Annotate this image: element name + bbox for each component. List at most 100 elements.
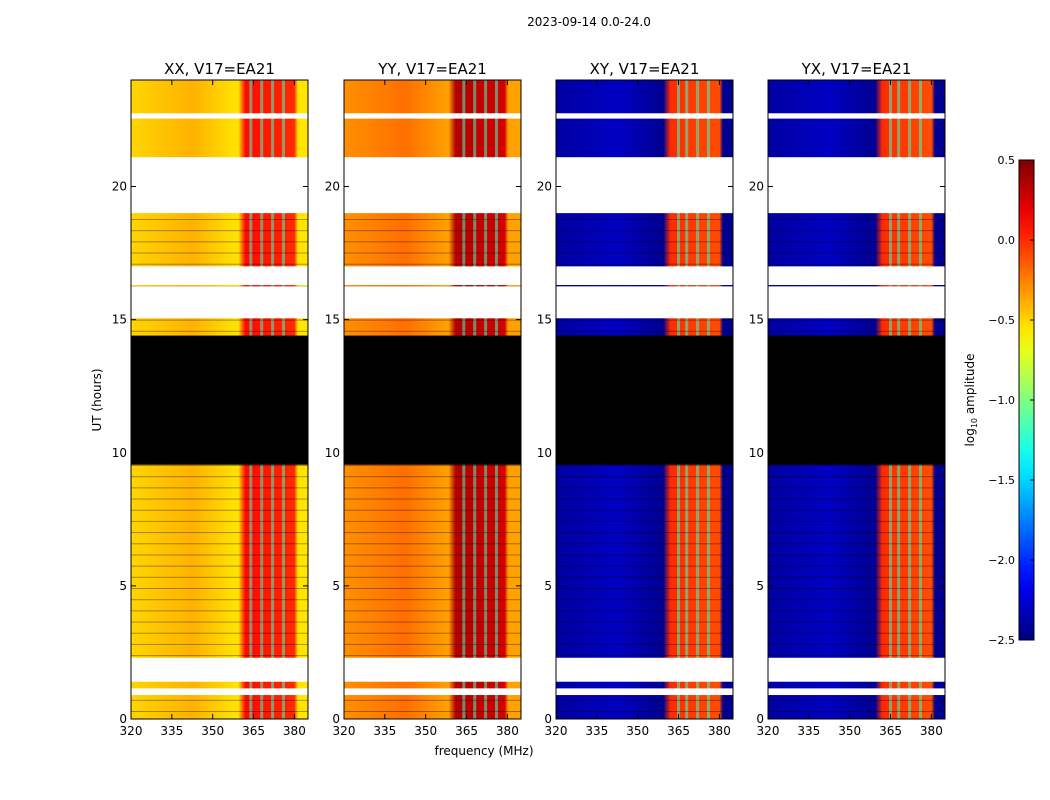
time-gap-line (768, 230, 945, 232)
y-tick-label: 10 (325, 446, 340, 460)
y-tick-label: 0 (756, 712, 764, 726)
time-gap-line (344, 588, 521, 590)
time-gap-line (344, 621, 521, 623)
time-gap-line (556, 632, 733, 634)
colorbar-label-rest: amplitude (963, 354, 977, 418)
time-gap-line (344, 610, 521, 612)
time-gap-line (768, 498, 945, 500)
no-data-block (556, 657, 733, 682)
time-gap-line (556, 218, 733, 220)
panel-title: XY, V17=EA21 (590, 60, 700, 78)
panel-2: YY, V17=EA21 320 335 350 365 380 0 5 10 15 20 (325, 60, 522, 738)
time-gap-line (344, 230, 521, 232)
time-gap-line (556, 263, 733, 265)
time-gap-line (344, 241, 521, 243)
time-gap-line (768, 543, 945, 545)
time-gap-line (556, 520, 733, 522)
time-gap-line (131, 699, 308, 701)
panel-3: XY, V17=EA21 320 335 350 365 380 0 5 10 15 20 (537, 60, 734, 738)
no-data-block (768, 157, 945, 214)
time-gap-line (768, 464, 945, 466)
time-gap-line (556, 464, 733, 466)
time-gap-line (556, 554, 733, 556)
y-tick-label: 0 (544, 712, 552, 726)
time-gap-line (344, 498, 521, 500)
colorbar-label: log10 amplitude (963, 354, 979, 447)
y-tick-label: 5 (332, 579, 340, 593)
panel-frame (555, 79, 734, 720)
y-tick-label: 15 (537, 313, 552, 327)
no-data-block (131, 657, 308, 682)
y-axis-label: UT (hours) (90, 368, 104, 431)
no-data-block (344, 113, 521, 119)
time-gap-line (131, 543, 308, 545)
time-gap-line (768, 576, 945, 578)
panel-frame (343, 79, 522, 720)
y-tick-label: 20 (537, 180, 552, 194)
time-gap-line (768, 655, 945, 657)
figure-suptitle: 2023-09-14 0.0-24.0 (527, 15, 651, 29)
panel-title: XX, V17=EA21 (164, 60, 275, 78)
time-gap-line (344, 599, 521, 601)
y-tick-label: 5 (756, 579, 764, 593)
time-gap-line (768, 621, 945, 623)
time-gap-line (556, 252, 733, 254)
time-gap-line (768, 263, 945, 265)
time-gap-line (556, 532, 733, 534)
colorbar: 0.5 0.0 −0.5 −1.0 −1.5 −2.0 −2.5 (988, 154, 1035, 647)
no-data-block (344, 266, 521, 286)
time-gap-line (131, 554, 308, 556)
time-gap-line (768, 565, 945, 567)
y-tick-label: 15 (325, 313, 340, 327)
y-tick-label: 20 (112, 180, 127, 194)
time-gap-line (768, 711, 945, 713)
x-tick-label: 365 (879, 724, 902, 738)
no-data-block (556, 286, 733, 319)
x-tick-label: 335 (585, 724, 608, 738)
time-gap-line (131, 565, 308, 567)
colorbar-tick-label: 0.5 (998, 154, 1016, 167)
no-data-block (131, 113, 308, 119)
no-data-block (768, 286, 945, 319)
no-data-block (768, 113, 945, 119)
x-tick-label: 380 (283, 724, 306, 738)
time-gap-line (768, 588, 945, 590)
time-gap-line (344, 520, 521, 522)
flagged-block (131, 335, 308, 465)
panels-group: XX, V17=EA21 320 335 350 365 380 0 5 10 15 20 YY, V… (112, 60, 946, 738)
x-tick-label: 335 (160, 724, 183, 738)
x-tick-label: 380 (708, 724, 731, 738)
time-gap-line (768, 330, 945, 332)
time-gap-line (131, 476, 308, 478)
x-tick-label: 320 (333, 724, 356, 738)
no-data-block (344, 157, 521, 214)
panel-frame (130, 79, 309, 720)
time-gap-line (556, 643, 733, 645)
time-gap-line (556, 487, 733, 489)
flagged-block (768, 335, 945, 465)
no-data-block (131, 157, 308, 214)
time-gap-line (131, 464, 308, 466)
time-gap-line (131, 230, 308, 232)
time-gap-line (344, 509, 521, 511)
x-tick-label: 320 (120, 724, 143, 738)
x-tick-label: 350 (201, 724, 224, 738)
y-tick-label: 20 (749, 180, 764, 194)
no-data-block (768, 688, 945, 696)
colorbar-tick-label: −2.0 (988, 554, 1015, 567)
x-tick-label: 335 (373, 724, 396, 738)
y-tick-label: 10 (749, 446, 764, 460)
time-gap-line (131, 599, 308, 601)
colorbar-tick-label: −0.5 (988, 314, 1015, 327)
flagged-block (556, 335, 733, 465)
no-data-block (556, 266, 733, 286)
time-gap-line (556, 509, 733, 511)
time-gap-line (768, 554, 945, 556)
colorbar-tick-label: −1.0 (988, 394, 1015, 407)
time-gap-line (131, 643, 308, 645)
time-gap-line (768, 487, 945, 489)
time-gap-line (768, 509, 945, 511)
panel-title: YY, V17=EA21 (377, 60, 487, 78)
no-data-block (344, 286, 521, 319)
x-tick-label: 380 (496, 724, 519, 738)
